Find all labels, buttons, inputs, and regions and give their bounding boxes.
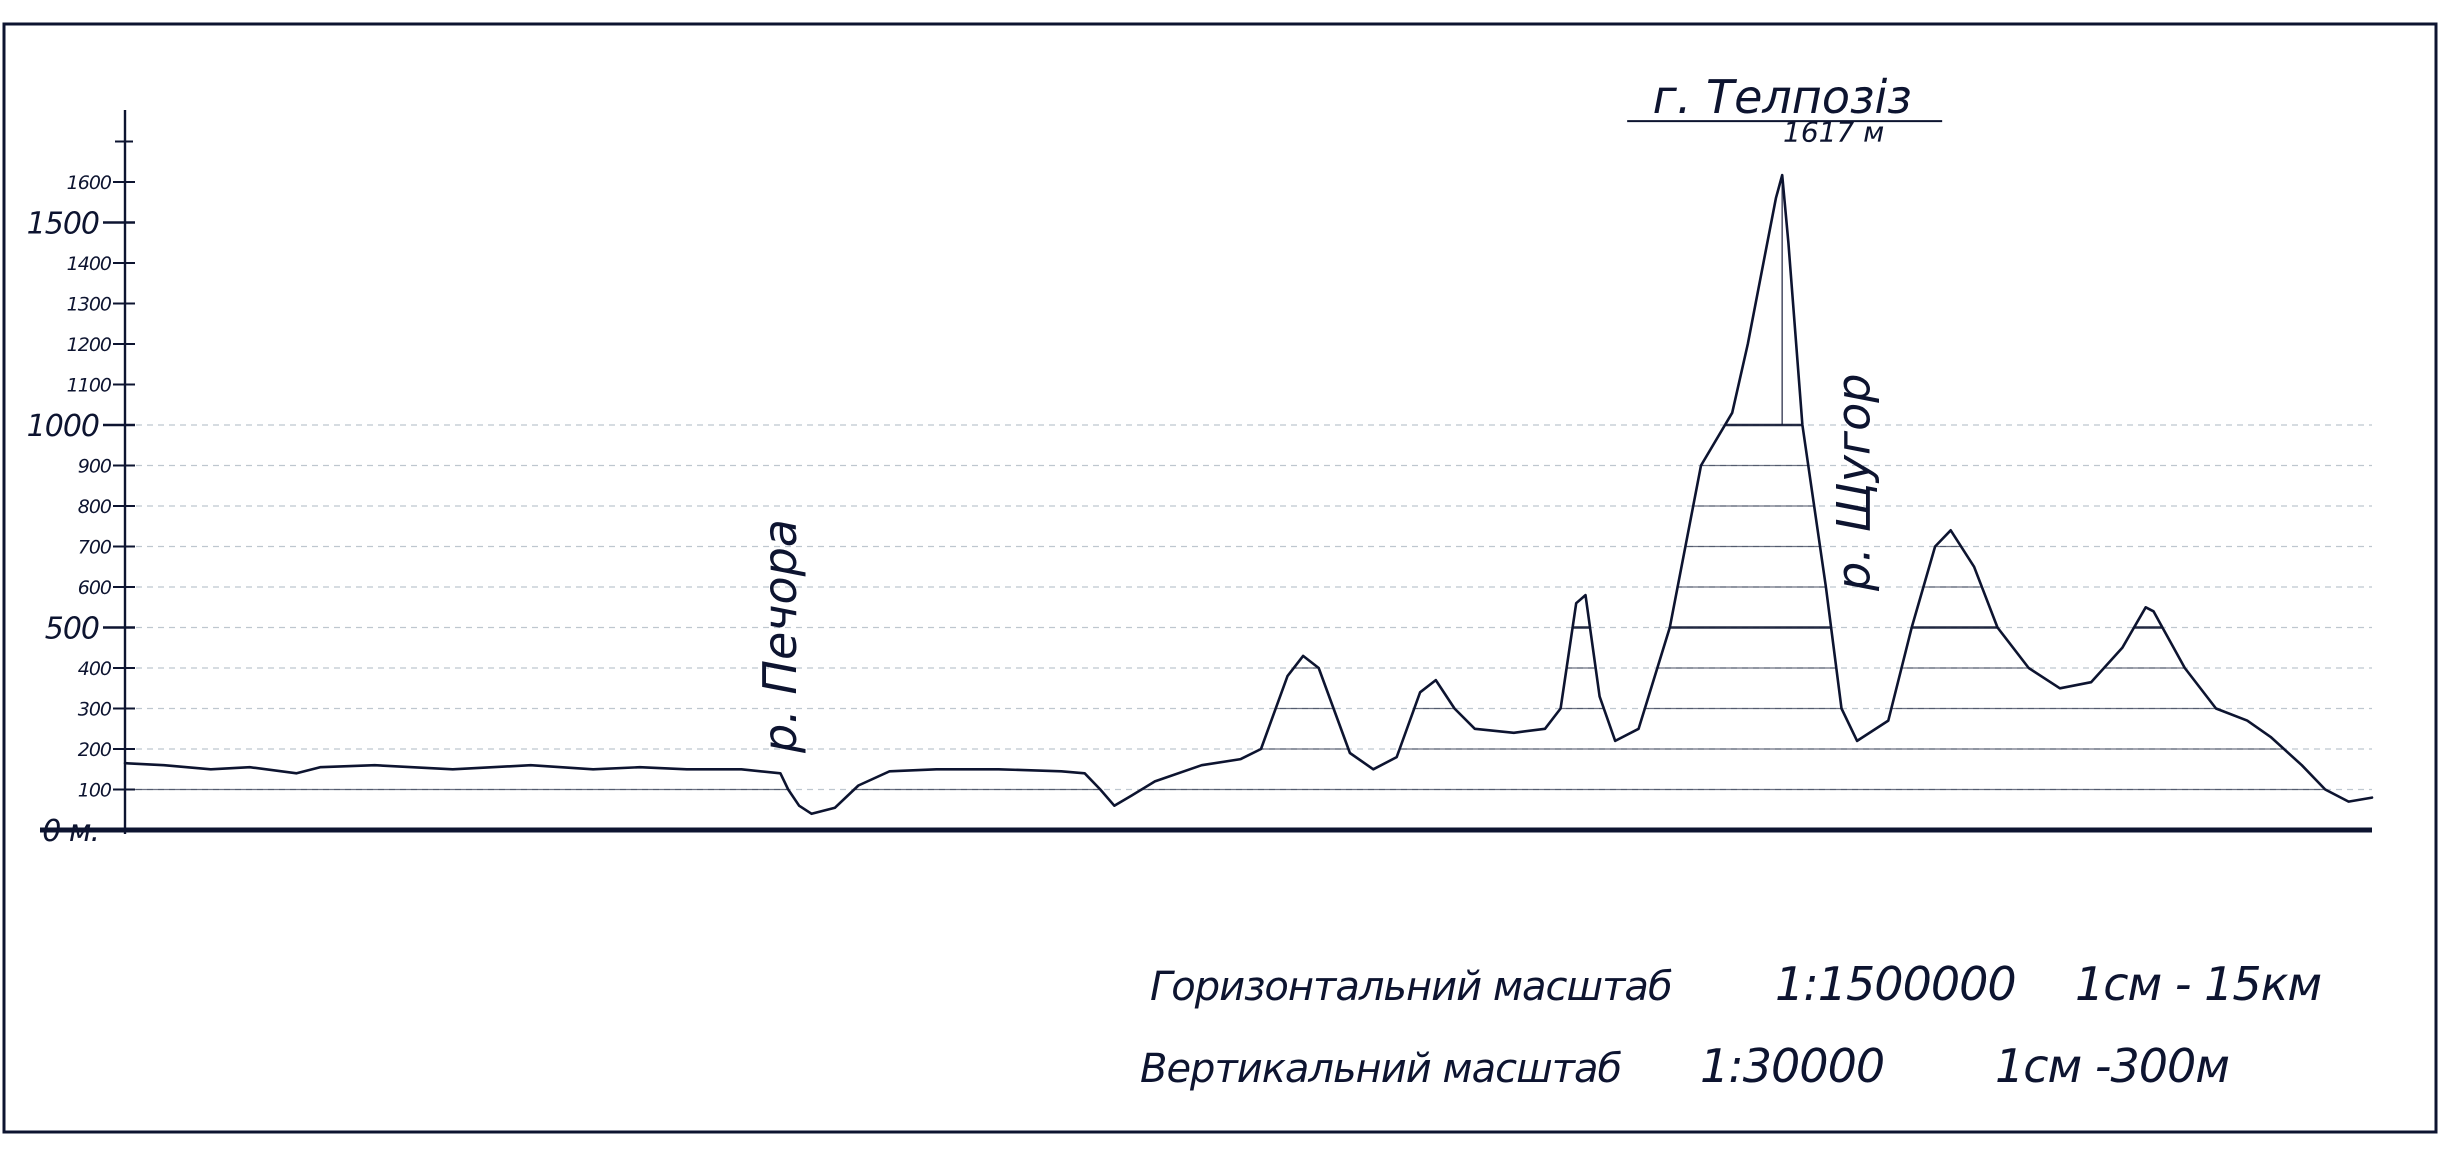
contour-hatching [125, 423, 2372, 791]
y-tick-label-900: 900 [78, 456, 112, 478]
y-tick-label-1500: 1500 [27, 207, 99, 242]
y-tick-label-0: 0 м. [42, 814, 99, 849]
y-tick-label-700: 700 [78, 537, 112, 559]
annotation-3: 1617 м [1783, 116, 1884, 149]
gridlines [125, 424, 2372, 791]
vertical-scale-ratio: 1:30000 [1700, 1039, 1884, 1093]
y-tick-label-800: 800 [78, 496, 112, 518]
vertical-scale-caption: Вертикальний масштаб [1140, 1046, 1622, 1092]
profile-layer [123, 173, 2374, 816]
y-tick-label-1200: 1200 [67, 334, 112, 356]
vertical-scale-unit: 1см -300м [1995, 1039, 2229, 1093]
scale-legend: Горизонтальний масштаб 1:1500000 1см - 1… [1140, 957, 2322, 1093]
y-tick-label-1300: 1300 [67, 294, 112, 316]
y-tick-label-300: 300 [78, 699, 112, 721]
sheet-border [2, 22, 2438, 1134]
y-tick-label-200: 200 [78, 739, 112, 761]
y-tick-label-1400: 1400 [67, 253, 112, 275]
y-tick-label-1100: 1100 [67, 375, 112, 397]
y-axis: 0 м. 100 200 300 400 500 600 700 800 900 1000 1100 1… [27, 110, 2372, 849]
annotation-1: р. Щугор [1827, 374, 1881, 593]
y-tick-label-600: 600 [78, 577, 112, 599]
y-tick-label-100: 100 [78, 780, 112, 802]
annotation-2: г. Телпозіз [1653, 70, 1912, 124]
y-tick-label-500: 500 [45, 612, 99, 647]
horizontal-scale-unit: 1см - 15км [2075, 957, 2321, 1011]
y-tick-label-1600: 1600 [67, 172, 112, 194]
horizontal-scale-caption: Горизонтальний масштаб [1150, 964, 1672, 1010]
horizontal-scale-ratio: 1:1500000 [1775, 957, 2016, 1011]
profile-line [123, 173, 2374, 816]
y-tick-label-400: 400 [78, 658, 112, 680]
annotation-0: р. Печора [753, 519, 807, 754]
y-tick-label-1000: 1000 [27, 409, 99, 444]
